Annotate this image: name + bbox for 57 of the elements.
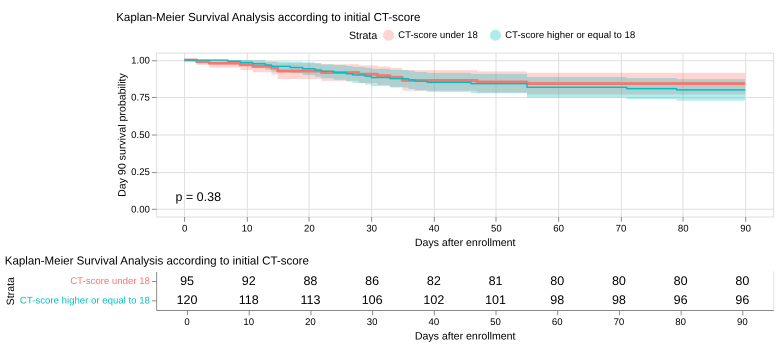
- data-label: 96: [735, 293, 750, 308]
- data-label: 106: [362, 293, 383, 308]
- data-label: 92: [242, 274, 256, 288]
- data-label: 113: [300, 293, 320, 308]
- y-axis-title: Day 90 survival probability: [116, 72, 128, 197]
- x-tick-label: 30: [366, 316, 378, 328]
- x-tick-label: 40: [428, 223, 440, 234]
- x-tick-label: 20: [305, 316, 316, 328]
- x-tick-label: 0: [184, 316, 190, 328]
- x-tick-label: 90: [736, 316, 748, 328]
- x-tick-label: 10: [243, 316, 254, 328]
- y-tick-label: 1.00: [131, 55, 150, 66]
- chart-title: Kaplan-Meier Survival Analysis according to initial CT-score: [116, 12, 420, 24]
- annotation: p = 0.38: [175, 190, 222, 204]
- y-axis-title: Strata: [4, 276, 17, 306]
- x-tick-label: 20: [304, 223, 315, 234]
- data-label: 96: [674, 293, 688, 308]
- data-label: 95: [180, 274, 194, 288]
- data-label: 101: [485, 293, 506, 308]
- data-label: 98: [612, 293, 626, 308]
- legend-label: CT-score higher or equal to 18: [505, 30, 636, 42]
- x-axis-title: Days after enrollment: [414, 236, 516, 249]
- x-tick-label: 50: [490, 316, 501, 328]
- x-tick-label: 80: [678, 223, 689, 234]
- data-label: 82: [426, 274, 441, 288]
- x-axis-title: Days after enrollment: [414, 330, 516, 342]
- data-label: 80: [735, 274, 750, 288]
- y-tick-label: 0.50: [131, 130, 150, 141]
- data-label: 88: [303, 274, 318, 288]
- x-tick-label: 90: [740, 223, 751, 234]
- data-label: 80: [612, 274, 626, 288]
- data-label: 86: [365, 274, 380, 288]
- x-tick-label: 50: [490, 223, 502, 234]
- x-tick-label: 80: [675, 316, 686, 328]
- data-label: 80: [674, 274, 688, 288]
- x-tick-label: 70: [616, 223, 626, 234]
- y-tick-label: 0.75: [131, 92, 150, 104]
- x-tick-label: 60: [552, 316, 563, 328]
- x-tick-label: 10: [242, 223, 252, 234]
- x-tick-label: 30: [366, 223, 378, 234]
- x-tick-label: 70: [614, 316, 624, 328]
- chart-title: Kaplan-Meier Survival Analysis according to initial CT-score: [4, 256, 309, 268]
- data-label: 81: [488, 274, 503, 288]
- legend-label: CT-score under 18: [398, 30, 478, 42]
- y-tick-label: 0.25: [131, 167, 150, 178]
- legend-title: Strata: [348, 30, 378, 42]
- data-label: 118: [238, 293, 259, 308]
- data-label: 80: [550, 274, 564, 288]
- x-tick-label: 40: [428, 316, 440, 328]
- x-tick-label: 60: [553, 223, 564, 234]
- data-label: 120: [176, 293, 198, 308]
- y-tick-label: CT-score under 18: [70, 276, 150, 287]
- data-label: 102: [423, 293, 444, 308]
- data-label: 98: [550, 293, 564, 308]
- x-tick-label: 0: [182, 223, 188, 234]
- y-tick-label: CT-score higher or equal to 18: [20, 295, 150, 306]
- y-tick-label: 0.00: [131, 204, 150, 216]
